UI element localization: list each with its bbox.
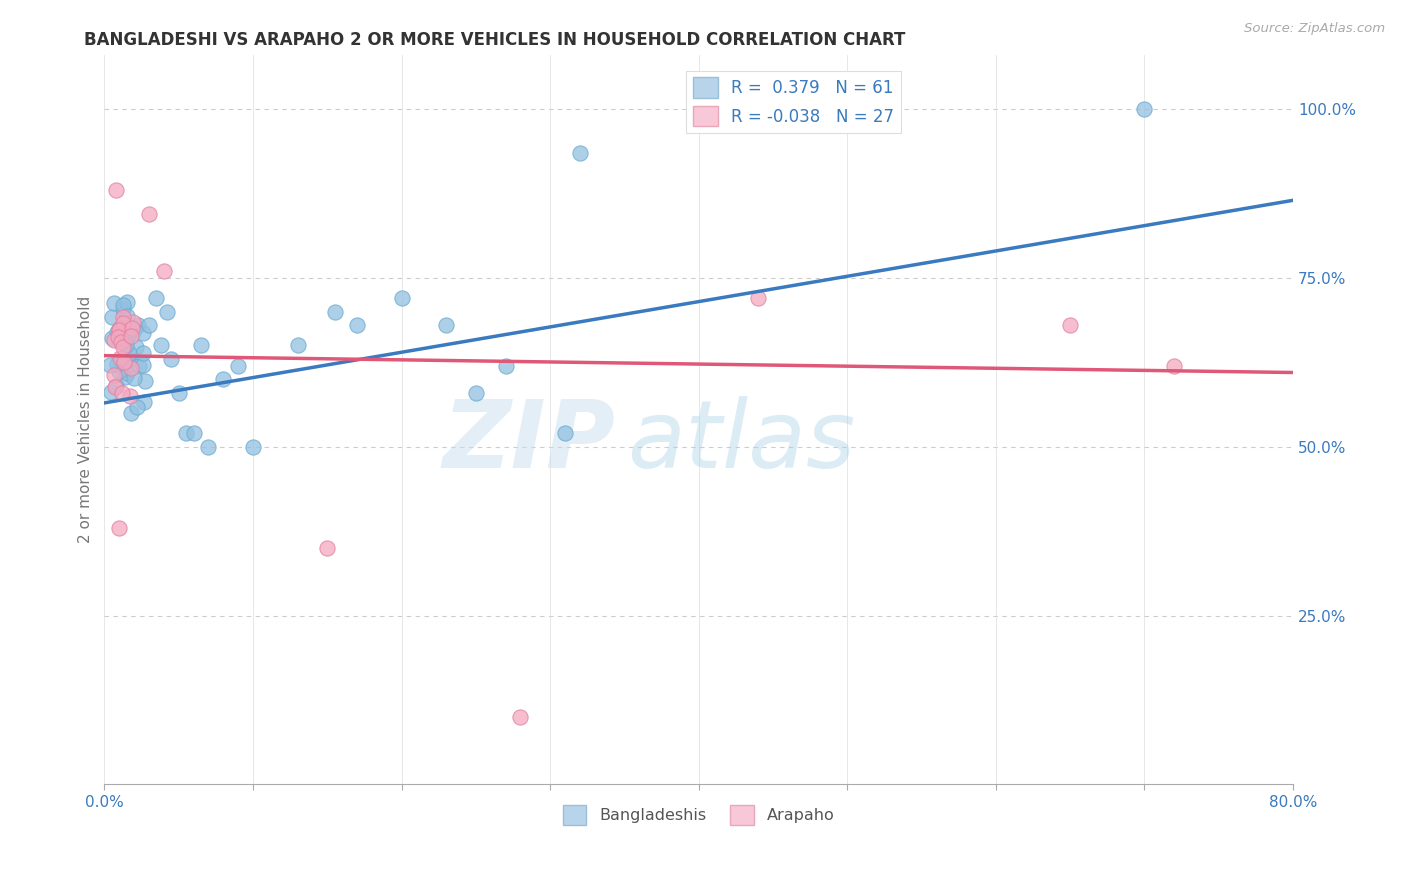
Point <box>125 400 148 414</box>
Point <box>107 322 129 336</box>
Point <box>118 346 141 360</box>
Point <box>323 304 346 318</box>
Point <box>167 385 190 400</box>
Point <box>121 315 143 329</box>
Point <box>117 327 139 342</box>
Point <box>108 351 131 365</box>
Point <box>110 334 132 349</box>
Point <box>108 321 131 335</box>
Point <box>100 385 122 400</box>
Point <box>183 426 205 441</box>
Point <box>190 338 212 352</box>
Point <box>131 326 153 340</box>
Point <box>115 338 138 352</box>
Point <box>138 207 160 221</box>
Text: ZIP: ZIP <box>443 396 616 488</box>
Point <box>104 379 127 393</box>
Point <box>103 296 125 310</box>
Point <box>509 710 531 724</box>
Point <box>568 146 591 161</box>
Point <box>108 521 131 535</box>
Point <box>145 291 167 305</box>
Point <box>118 354 141 368</box>
Point <box>120 389 142 403</box>
Point <box>103 333 125 347</box>
Point <box>287 338 309 352</box>
Point <box>117 366 139 380</box>
Point <box>134 375 156 389</box>
Text: BANGLADESHI VS ARAPAHO 2 OR MORE VEHICLES IN HOUSEHOLD CORRELATION CHART: BANGLADESHI VS ARAPAHO 2 OR MORE VEHICLE… <box>84 31 905 49</box>
Point <box>391 291 413 305</box>
Point <box>132 346 155 360</box>
Point <box>495 359 517 373</box>
Point <box>127 318 149 332</box>
Y-axis label: 2 or more Vehicles in Household: 2 or more Vehicles in Household <box>79 296 93 543</box>
Point <box>747 291 769 305</box>
Point <box>554 426 576 441</box>
Point <box>1133 102 1156 116</box>
Point <box>134 395 156 409</box>
Point <box>111 351 134 366</box>
Point <box>120 361 142 376</box>
Point <box>105 357 128 371</box>
Point <box>117 353 139 368</box>
Point <box>125 340 148 354</box>
Point <box>107 329 129 343</box>
Point <box>108 363 131 377</box>
Point <box>100 330 122 344</box>
Point <box>111 297 134 311</box>
Point <box>103 368 125 383</box>
Point <box>115 309 138 323</box>
Point <box>105 183 128 197</box>
Point <box>122 370 145 384</box>
Point <box>153 264 176 278</box>
Point <box>316 541 339 555</box>
Point <box>111 301 134 316</box>
Point <box>122 323 145 337</box>
Point <box>226 359 249 373</box>
Legend: Bangladeshis, Arapaho: Bangladeshis, Arapaho <box>557 799 841 831</box>
Point <box>120 328 142 343</box>
Point <box>131 358 153 372</box>
Point <box>464 385 486 400</box>
Point <box>1059 318 1081 333</box>
Point <box>149 338 172 352</box>
Point <box>174 426 197 441</box>
Point <box>115 295 138 310</box>
Point <box>105 379 128 393</box>
Point <box>108 322 131 336</box>
Point <box>138 318 160 333</box>
Point <box>111 340 134 354</box>
Point <box>105 325 128 339</box>
Point <box>197 440 219 454</box>
Point <box>212 372 235 386</box>
Text: atlas: atlas <box>627 396 856 487</box>
Point <box>100 310 122 324</box>
Point <box>156 304 179 318</box>
Point <box>242 440 264 454</box>
Point <box>112 355 135 369</box>
Point <box>121 321 143 335</box>
Point <box>120 406 142 420</box>
Point <box>434 318 457 333</box>
Point <box>98 359 121 373</box>
Point <box>160 351 183 366</box>
Point <box>111 386 134 401</box>
Point <box>114 370 136 384</box>
Point <box>114 333 136 347</box>
Point <box>111 310 134 324</box>
Point <box>1163 359 1185 373</box>
Point <box>112 316 135 330</box>
Point <box>128 359 150 373</box>
Text: Source: ZipAtlas.com: Source: ZipAtlas.com <box>1244 22 1385 36</box>
Point <box>346 318 368 333</box>
